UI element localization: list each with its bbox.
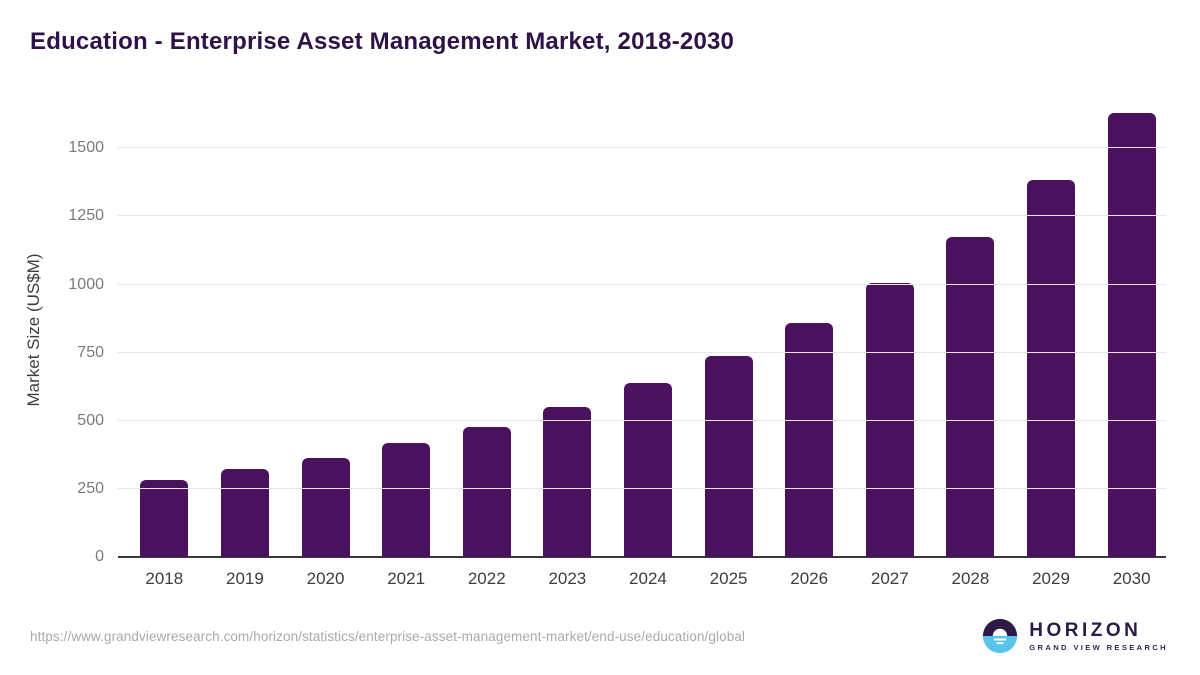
bar-2026	[785, 323, 834, 557]
gridline-500	[118, 419, 1166, 421]
x-tick-label-2027: 2027	[870, 569, 909, 588]
y-tick-label-500: 500	[77, 411, 104, 429]
bar-2022	[462, 427, 511, 557]
bar-column-2024: 2024	[608, 100, 689, 588]
y-tick-label-0: 0	[95, 548, 104, 565]
bar-2024	[623, 383, 672, 557]
source-url: https://www.grandviewresearch.com/horizo…	[30, 629, 746, 644]
x-tick-label-2029: 2029	[1032, 569, 1070, 588]
gridline-1250	[118, 215, 1166, 217]
y-tick-label-750: 750	[77, 343, 104, 361]
y-axis-title: Market Size (US$M)	[24, 253, 43, 407]
x-tick-label-2026: 2026	[790, 569, 829, 588]
gridline-250	[118, 487, 1166, 489]
bar-column-2022: 2022	[446, 100, 527, 588]
bar-2025	[704, 356, 753, 557]
y-tick-label-1500: 1500	[68, 139, 104, 157]
bar-2030	[1107, 113, 1156, 557]
x-tick-label-2028: 2028	[951, 569, 990, 588]
x-tick-label-2021: 2021	[387, 569, 426, 588]
y-tick-label-1250: 1250	[68, 207, 104, 225]
bar-column-2025: 2025	[688, 100, 769, 588]
x-tick-label-2023: 2023	[548, 569, 587, 588]
bar-column-2019: 2019	[205, 100, 286, 588]
horizon-logo: HORIZON GRAND VIEW RESEARCH	[981, 614, 1168, 658]
horizon-logo-subbrand: GRAND VIEW RESEARCH	[1029, 642, 1168, 652]
x-tick-label-2022: 2022	[467, 569, 506, 588]
bar-2021	[382, 443, 431, 557]
bar-column-2020: 2020	[285, 100, 366, 588]
x-tick-label-2019: 2019	[226, 569, 264, 588]
page-title: Education - Enterprise Asset Management …	[30, 28, 735, 55]
bar-column-2018: 2018	[124, 100, 205, 588]
x-tick-label-2030: 2030	[1112, 569, 1151, 588]
y-tick-label-250: 250	[77, 479, 104, 497]
x-axis-baseline	[118, 556, 1166, 558]
bar-2019	[220, 469, 269, 557]
horizon-logo-text: HORIZON GRAND VIEW RESEARCH	[1029, 619, 1168, 652]
y-tick-label-1000: 1000	[68, 275, 104, 293]
bar-column-2023: 2023	[527, 100, 608, 588]
bar-column-2029: 2029	[1011, 100, 1092, 588]
bar-2018	[140, 480, 189, 557]
bar-chart-plot-area: 2018 2019 2020 2021 2022 2023 2024 2025 2026 2027…	[68, 100, 1166, 588]
gridline-750	[118, 351, 1166, 353]
gridline-1000	[118, 283, 1166, 285]
bar-2020	[301, 458, 350, 557]
x-tick-label-2018: 2018	[145, 569, 184, 588]
horizon-sunrise-circle-icon	[983, 618, 1018, 654]
bar-column-2028: 2028	[930, 100, 1011, 588]
gridline-1500	[118, 147, 1166, 149]
bar-2029	[1027, 180, 1075, 557]
bar-column-2026: 2026	[769, 100, 850, 588]
bar-2023	[543, 407, 592, 557]
horizon-logo-brand: HORIZON	[1029, 619, 1142, 641]
bar-column-2021: 2021	[366, 100, 447, 588]
x-tick-label-2025: 2025	[709, 569, 748, 588]
bar-column-2030: 2030	[1091, 100, 1172, 588]
x-tick-label-2020: 2020	[306, 569, 345, 588]
x-tick-label-2024: 2024	[629, 569, 667, 588]
bar-2028	[946, 237, 995, 557]
